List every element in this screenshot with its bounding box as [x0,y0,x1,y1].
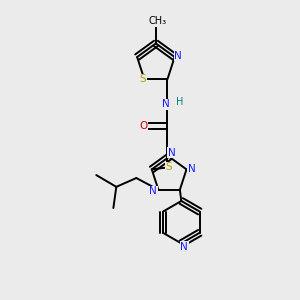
Text: N: N [188,164,196,174]
Text: N: N [162,99,170,109]
Text: CH₃: CH₃ [148,16,166,26]
Text: O: O [139,121,148,131]
Text: N: N [174,51,182,61]
Text: N: N [149,186,157,196]
Text: H: H [176,97,183,107]
Text: N: N [180,242,188,252]
Text: S: S [165,162,172,172]
Text: S: S [140,74,146,84]
Text: N: N [168,148,176,158]
